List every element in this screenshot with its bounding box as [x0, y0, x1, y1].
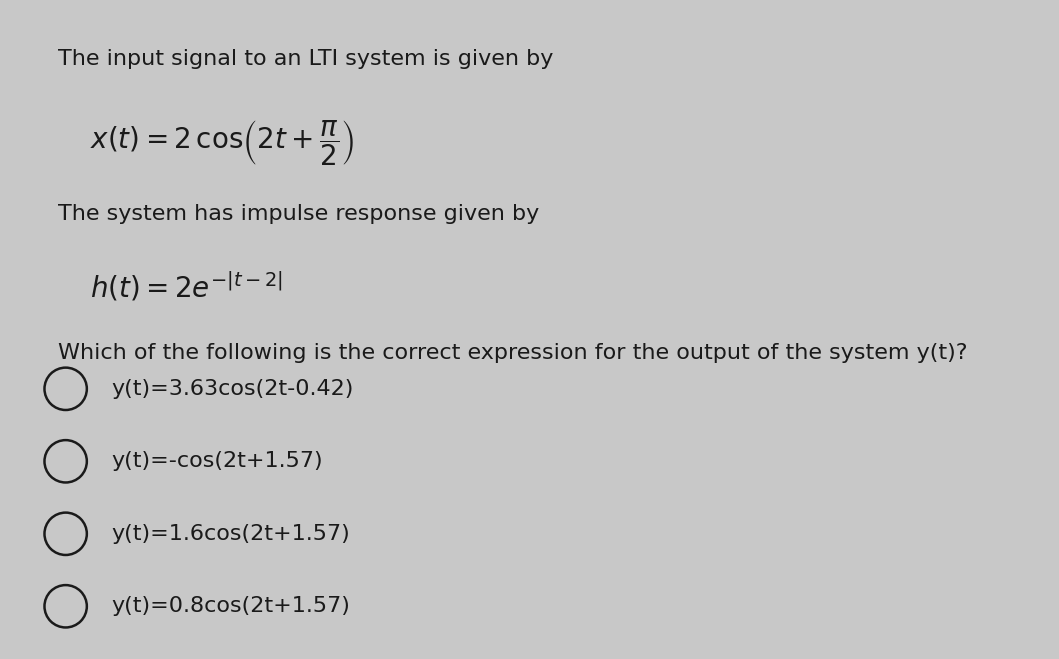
Text: y(t)=3.63cos(2t-0.42): y(t)=3.63cos(2t-0.42)	[111, 379, 354, 399]
Text: $h(t) = 2e^{-|t-2|}$: $h(t) = 2e^{-|t-2|}$	[90, 270, 283, 304]
Text: y(t)=0.8cos(2t+1.57): y(t)=0.8cos(2t+1.57)	[111, 596, 351, 616]
Text: Which of the following is the correct expression for the output of the system y(: Which of the following is the correct ex…	[58, 343, 968, 362]
Text: The input signal to an LTI system is given by: The input signal to an LTI system is giv…	[58, 49, 554, 69]
Text: y(t)=-cos(2t+1.57): y(t)=-cos(2t+1.57)	[111, 451, 323, 471]
Text: $x(t) = 2\,\cos\!\left(2t + \dfrac{\pi}{2}\right)$: $x(t) = 2\,\cos\!\left(2t + \dfrac{\pi}{…	[90, 119, 355, 168]
Text: The system has impulse response given by: The system has impulse response given by	[58, 204, 539, 224]
Text: y(t)=1.6cos(2t+1.57): y(t)=1.6cos(2t+1.57)	[111, 524, 349, 544]
